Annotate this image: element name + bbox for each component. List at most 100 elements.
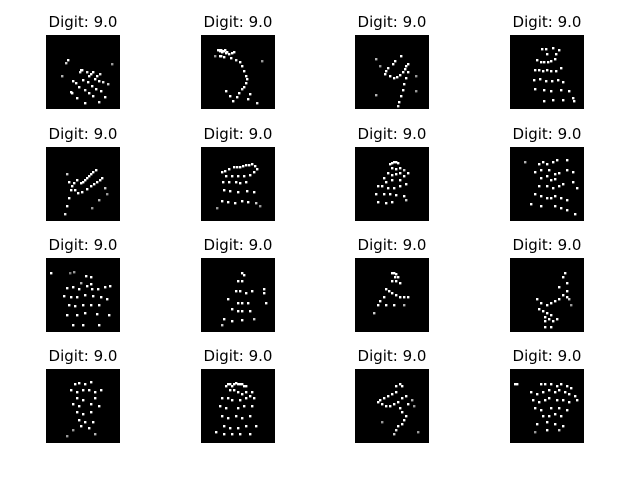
image-background (46, 258, 120, 332)
bright-pixel (558, 389, 561, 392)
bright-pixel (247, 302, 250, 305)
bright-pixel (88, 427, 91, 430)
bright-pixel (566, 290, 569, 293)
bright-pixel (544, 316, 547, 319)
bright-pixel (544, 399, 547, 402)
bright-pixel (560, 67, 563, 70)
bright-pixel (568, 298, 571, 301)
bright-pixel (391, 272, 394, 275)
bright-pixel (71, 92, 74, 95)
bright-pixel (391, 174, 394, 177)
digit-image (510, 258, 584, 332)
bright-pixel (239, 383, 242, 386)
panel-title: Digit: 9.0 (48, 347, 118, 365)
bright-pixel (540, 383, 543, 386)
bright-pixel (245, 181, 248, 184)
bright-pixel (397, 401, 400, 404)
bright-pixel (94, 433, 97, 436)
digit-image (355, 369, 429, 443)
bright-pixel (385, 202, 388, 205)
bright-pixel (221, 397, 224, 400)
digit-image (201, 258, 275, 332)
bright-pixel (536, 298, 539, 301)
bright-pixel (403, 169, 406, 172)
bright-pixel (551, 80, 554, 83)
bright-pixel (245, 425, 248, 428)
bright-pixel (566, 169, 569, 172)
bright-pixel (247, 201, 250, 204)
bright-pixel (544, 320, 547, 323)
bright-pixel (220, 49, 223, 52)
bright-pixel (542, 70, 545, 73)
bright-pixel (253, 397, 256, 400)
bright-pixel (261, 60, 264, 63)
bright-pixel (576, 399, 579, 402)
bright-pixel (86, 188, 89, 191)
bright-pixel (395, 429, 398, 432)
bright-pixel (396, 76, 399, 79)
bright-pixel (74, 189, 77, 192)
bright-pixel (82, 304, 85, 307)
bright-pixel (227, 397, 230, 400)
bright-pixel (405, 415, 408, 418)
bright-pixel (239, 182, 242, 185)
bright-pixel (66, 205, 69, 208)
image-background (355, 147, 429, 221)
bright-pixel (562, 99, 565, 102)
bright-pixel (558, 49, 561, 52)
bright-pixel (407, 172, 410, 175)
bright-pixel (538, 308, 541, 311)
bright-pixel (541, 48, 544, 51)
bright-pixel (542, 161, 545, 164)
bright-pixel (231, 308, 234, 311)
bright-pixel (548, 169, 551, 172)
bright-pixel (562, 183, 565, 186)
bright-pixel (225, 385, 228, 388)
bright-pixel (63, 295, 66, 298)
bright-pixel (231, 320, 234, 323)
bright-pixel (558, 286, 561, 289)
panel-title: Digit: 9.0 (357, 236, 427, 254)
bright-pixel (235, 415, 238, 418)
bright-pixel (90, 185, 93, 188)
bright-pixel (399, 282, 402, 285)
panel-title: Digit: 9.0 (203, 236, 273, 254)
bright-pixel (227, 201, 230, 204)
bright-pixel (554, 423, 557, 426)
bright-pixel (543, 61, 546, 64)
bright-pixel (400, 95, 403, 98)
bright-pixel (65, 62, 68, 65)
bright-pixel (245, 82, 248, 85)
bright-pixel (383, 193, 386, 196)
bright-pixel (241, 200, 244, 203)
bright-pixel (383, 177, 386, 180)
bright-pixel (84, 421, 87, 424)
bright-pixel (73, 182, 76, 185)
bright-pixel (564, 391, 567, 394)
bright-pixel (393, 403, 396, 406)
panel-title: Digit: 9.0 (48, 236, 118, 254)
bright-pixel (556, 399, 559, 402)
bright-pixel (415, 90, 418, 93)
bright-pixel (545, 48, 548, 51)
bright-pixel (560, 89, 563, 92)
bright-pixel (385, 70, 388, 73)
bright-pixel (562, 81, 565, 84)
bright-pixel (524, 161, 527, 164)
bright-pixel (534, 431, 537, 434)
bright-pixel (251, 163, 254, 166)
bright-pixel (377, 401, 380, 404)
bright-pixel (237, 302, 240, 305)
bright-pixel (253, 191, 256, 194)
bright-pixel (391, 201, 394, 204)
bright-pixel (546, 421, 549, 424)
image-background (46, 147, 120, 221)
bright-pixel (407, 71, 410, 74)
bright-pixel (231, 175, 234, 178)
bright-pixel (104, 96, 107, 99)
bright-pixel (385, 405, 388, 408)
bright-pixel (570, 304, 573, 307)
bright-pixel (66, 287, 69, 290)
digit-image (510, 369, 584, 443)
bright-pixel (556, 385, 559, 388)
